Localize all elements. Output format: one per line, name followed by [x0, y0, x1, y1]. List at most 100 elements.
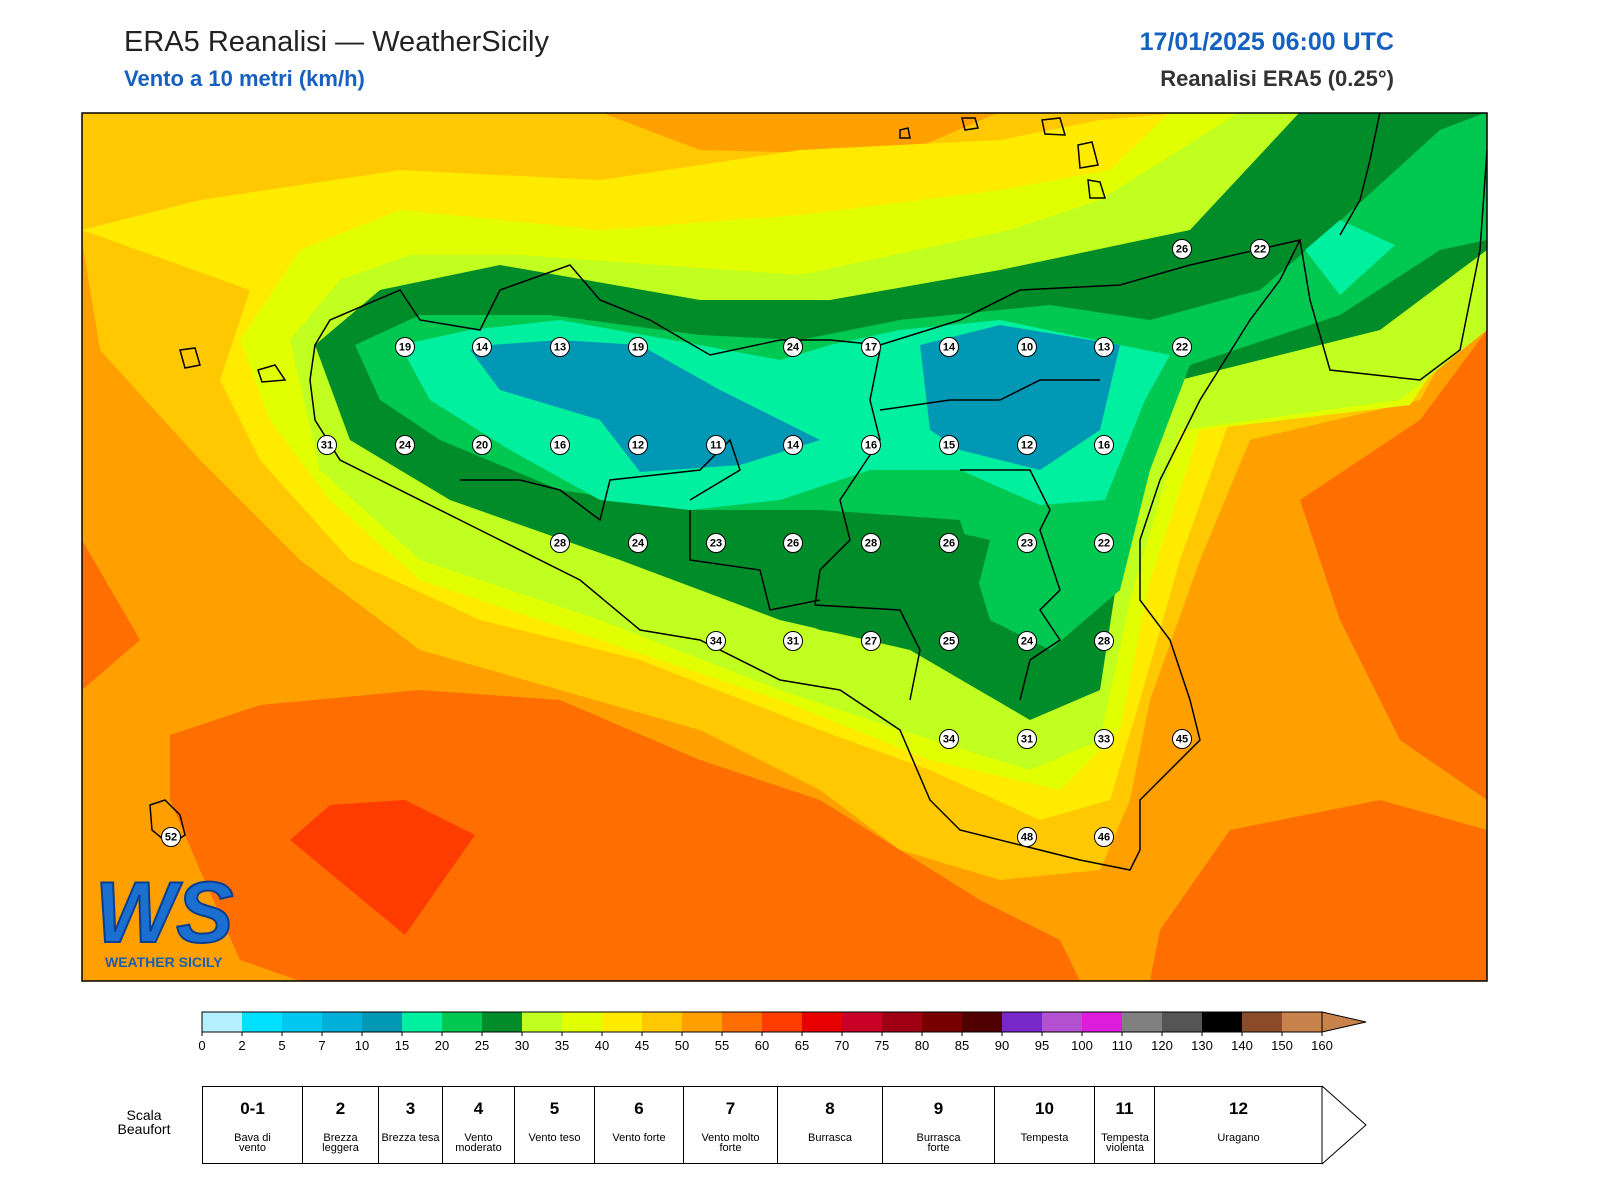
map-frame	[81, 112, 1488, 982]
station-value: 26	[943, 538, 955, 550]
station-marker	[706, 533, 726, 553]
station-marker	[706, 435, 726, 455]
datetime: 17/01/2025 06:00 UTC	[1139, 28, 1394, 56]
station-value: 10	[1021, 342, 1033, 354]
station-value: 12	[632, 440, 644, 452]
title: ERA5 Reanalisi — WeatherSicily	[124, 26, 549, 58]
station-marker	[939, 631, 959, 651]
station-value: 22	[1176, 342, 1188, 354]
station-marker	[1094, 533, 1114, 553]
station-marker	[550, 435, 570, 455]
beaufort-cell: 3 Brezza tesa	[378, 1086, 442, 1164]
colorbar-tick-label: 160	[1311, 1038, 1333, 1053]
station-value: 28	[865, 538, 877, 550]
colorbar-segment	[962, 1012, 1002, 1032]
station-marker	[861, 337, 881, 357]
beaufort-number: 4	[473, 1099, 484, 1118]
beaufort-cell: 6 Vento forte	[594, 1086, 683, 1164]
colorbar-segment	[842, 1012, 882, 1032]
colorbar: 0 2 5 7 10 15 20 25 30 35 40 45 50 55 60 65 70 75 80 85 90 95…	[198, 1011, 1367, 1053]
beaufort-number: 11	[1115, 1099, 1134, 1118]
colorbar-tick-label: 95	[1035, 1038, 1049, 1053]
colorbar-segment	[1002, 1012, 1042, 1032]
colorbar-segment	[922, 1012, 962, 1032]
station-marker	[1017, 435, 1037, 455]
station-marker	[1172, 337, 1192, 357]
colorbar-segment	[362, 1012, 402, 1032]
beaufort-cell: 12 Uragano	[1154, 1086, 1322, 1164]
colorbar-segment	[722, 1012, 762, 1032]
station-marker	[395, 435, 415, 455]
beaufort-cell: 10 Tempesta	[994, 1086, 1094, 1164]
colorbar-segment	[1042, 1012, 1082, 1032]
station-value: 22	[1254, 244, 1266, 256]
colorbar-segment	[1242, 1012, 1282, 1032]
beaufort-name: Burrasca forte	[916, 1132, 961, 1154]
station-value: 26	[787, 538, 799, 550]
station-marker	[783, 435, 803, 455]
station-marker	[939, 729, 959, 749]
colorbar-extend	[1321, 1011, 1367, 1033]
station-value: 28	[554, 538, 566, 550]
colorbar-tick-label: 30	[515, 1038, 529, 1053]
station-value: 22	[1098, 538, 1110, 550]
beaufort-cell: 9 Burrasca forte	[882, 1086, 994, 1164]
colorbar-tick-label: 140	[1231, 1038, 1253, 1053]
beaufort-number: 2	[335, 1099, 346, 1118]
colorbar-tick-label: 45	[635, 1038, 649, 1053]
colorbar-tick-label: 50	[675, 1038, 689, 1053]
station-marker	[1017, 827, 1037, 847]
station-value: 15	[943, 440, 955, 452]
colorbar-segment	[642, 1012, 682, 1032]
station-value: 16	[865, 440, 877, 452]
colorbar-tick-label: 15	[395, 1038, 409, 1053]
colorbar-segment	[322, 1012, 362, 1032]
station-marker	[550, 533, 570, 553]
station-marker	[628, 337, 648, 357]
beaufort-name: Vento teso	[528, 1132, 581, 1144]
beaufort-name: Vento forte	[612, 1132, 666, 1144]
colorbar-segment	[242, 1012, 282, 1032]
station-marker	[861, 533, 881, 553]
colorbar-segment	[282, 1012, 322, 1032]
beaufort-name: Bava di vento	[234, 1132, 271, 1154]
beaufort-cell: 2 Brezza leggera	[302, 1086, 378, 1164]
station-marker	[161, 827, 181, 847]
beaufort-cell: 11 Tempesta violenta	[1094, 1086, 1154, 1164]
beaufort-name: Brezza leggera	[322, 1132, 359, 1154]
colorbar-tick-label: 0	[198, 1038, 205, 1053]
beaufort-number: 7	[725, 1099, 736, 1118]
station-marker	[706, 631, 726, 651]
beaufort-cell: 8 Burrasca	[777, 1086, 882, 1164]
station-marker	[317, 435, 337, 455]
beaufort-name: Vento moderato	[455, 1132, 502, 1154]
colorbar-tick-label: 10	[355, 1038, 369, 1053]
station-marker	[472, 435, 492, 455]
colorbar-tick-label: 40	[595, 1038, 609, 1053]
colorbar-segment	[762, 1012, 802, 1032]
colorbar-segment	[202, 1012, 242, 1032]
colorbar-tick-label: 25	[475, 1038, 489, 1053]
beaufort-number: 8	[825, 1099, 835, 1118]
colorbar-tick-label: 65	[795, 1038, 809, 1053]
coastline	[149, 113, 1487, 871]
colorbar-segment	[802, 1012, 842, 1032]
source: Reanalisi ERA5 (0.25°)	[1160, 66, 1394, 91]
colorbar-tick-label: 130	[1191, 1038, 1213, 1053]
colorbar-tick-label: 7	[318, 1038, 325, 1053]
colorbar-tick-label: 150	[1271, 1038, 1293, 1053]
station-value: 52	[165, 832, 177, 844]
station-value: 31	[787, 636, 799, 648]
colorbar-segment	[1122, 1012, 1162, 1032]
station-marker	[1017, 533, 1037, 553]
station-value: 31	[321, 440, 333, 452]
colorbar-tick-label: 35	[555, 1038, 569, 1053]
station-value: 33	[1098, 734, 1110, 746]
colorbar-tick-label: 100	[1071, 1038, 1093, 1053]
station-marker	[628, 435, 648, 455]
colorbar-segment	[882, 1012, 922, 1032]
beaufort-name: Tempesta	[1020, 1132, 1069, 1144]
colorbar-segment	[562, 1012, 602, 1032]
beaufort-cell: 5 Vento teso	[514, 1086, 594, 1164]
